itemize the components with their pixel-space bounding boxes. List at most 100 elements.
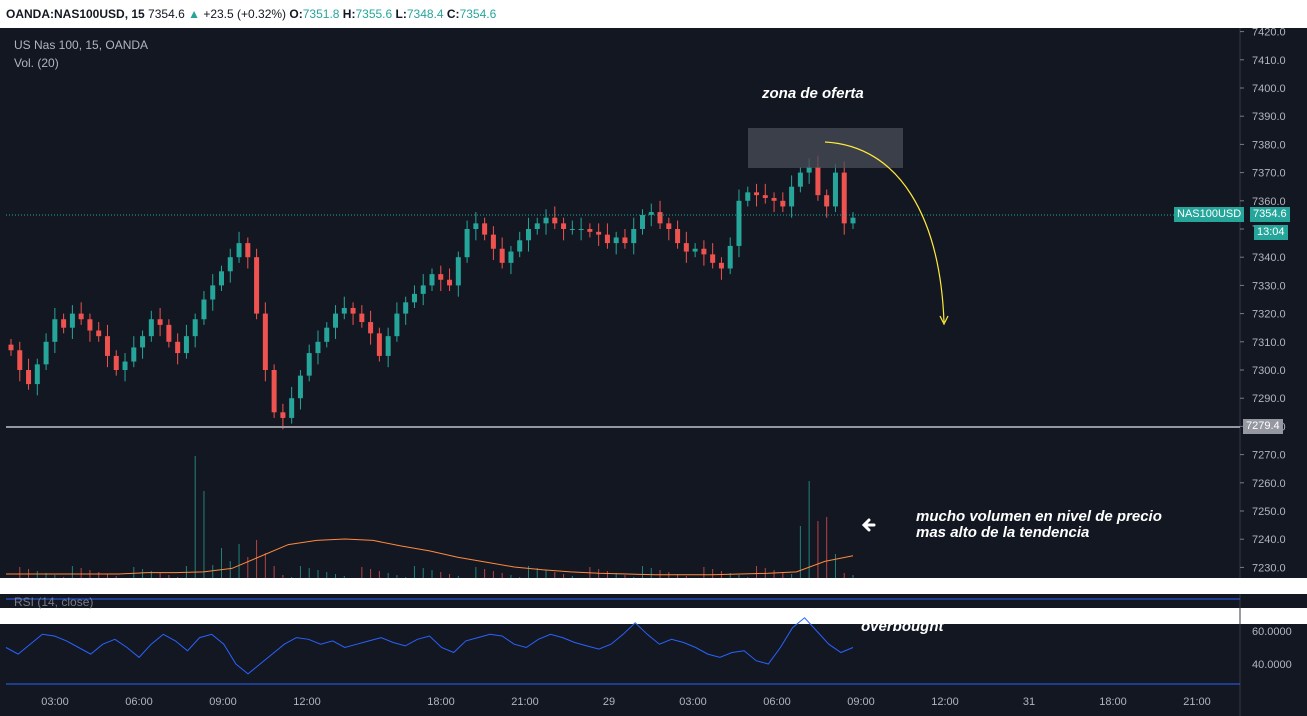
candle-body [8,344,14,351]
time-scale-bg[interactable] [0,690,1307,716]
candle-body [569,229,575,230]
time-tick-label: 29 [603,696,615,708]
chart-title-legend[interactable]: US Nas 100, 15, OANDA [14,38,149,52]
candle-body [420,285,426,294]
time-axis: 03:00 06:00 09:00 12:00 18:00 21:00 29 03:00 06:… [41,696,1211,708]
candle-body [368,322,374,334]
rsi-legend[interactable]: RSI (14, close) [14,595,94,609]
supply-zone-box[interactable] [748,128,903,168]
symbol-price-tag: NAS100USD [1174,207,1245,222]
candle-body [789,186,795,207]
candle-body [604,234,610,244]
volume-legend[interactable]: Vol. (20) [14,56,59,70]
rsi-tick-label: 40.0000 [1252,659,1292,671]
candle-body [447,279,453,286]
candle-body [482,223,488,235]
overbought-label[interactable]: overbought [861,618,944,635]
candle-body [122,361,128,370]
supply-zone-label[interactable]: zona de oferta [762,85,864,102]
yellow-arrow-path[interactable] [824,141,945,323]
volume-bar [536,568,538,586]
price-tick-label: 7420.0 [1252,28,1286,39]
volume-bar [370,569,372,586]
volume-bar [185,566,187,586]
volume-bar [133,567,135,586]
symbol-title[interactable]: OANDA:NAS100USD, 15 [6,7,145,21]
up-triangle-icon: ▲ [188,7,200,21]
volume-bar [712,569,714,586]
time-tick-label: 09:00 [209,696,237,708]
candle-body [578,229,584,230]
close-label: C: [446,7,460,21]
candle-body [683,243,689,252]
low-label: L: [395,7,407,21]
candle-body [745,192,751,201]
low-value: 7348.4 [406,7,444,21]
candle-body [26,370,32,385]
candle-body [780,200,786,207]
candle-body [341,307,347,314]
candle-body [797,172,803,187]
candle-body [841,172,847,224]
volume-bar [703,567,705,586]
candle-body [183,336,189,354]
candle-body [350,307,356,314]
volume-bar [203,491,205,586]
candle-body [543,217,549,224]
candle-body [675,229,681,244]
volume-bar [413,566,415,586]
volume-bar [273,566,275,586]
volume-bar [247,557,249,586]
volume-bar [264,553,266,586]
candle-body [429,274,435,286]
close-value: 7354.6 [459,7,497,21]
arrow-head-icon [939,315,949,326]
candle-body [96,330,102,337]
candle-body [333,313,339,328]
candle-body [438,274,444,280]
candle-body [490,234,496,249]
candle-body [754,192,760,196]
volume-note-line1[interactable]: mucho volumen en nivel de precio [916,508,1162,525]
price-tick-label: 7330.0 [1252,280,1286,292]
volume-note-line2[interactable]: mas alto de la tendencia [916,524,1090,541]
candle-body [552,217,558,224]
candle-body [69,313,75,328]
candle-body [175,341,181,354]
candle-body [525,229,531,241]
candle-body [692,248,698,252]
main-pane-bg [0,28,1240,608]
time-tick-label: 12:00 [293,696,321,708]
price-tick-label: 7410.0 [1252,55,1286,67]
candle-body [596,231,602,235]
volume-bar [142,569,144,586]
candle-body [131,347,137,362]
candle-body [166,324,172,342]
candle-body [508,251,514,263]
candle-body [561,223,567,229]
candle-body [262,313,268,370]
candle-body [315,341,321,354]
price-chart[interactable]: 7420.0 7410.0 7400.0 7390.0 7380.0 7370.0 7360… [0,28,1307,716]
candle-body [534,223,540,229]
rsi-line [5,617,854,675]
high-value: 7355.6 [355,7,393,21]
candle-body [140,336,146,348]
time-tick-label: 21:00 [1183,696,1211,708]
candle-body [61,319,67,328]
price-tick-label: 7230.0 [1252,562,1286,574]
time-tick-label: 03:00 [679,696,707,708]
candles [8,155,856,430]
candle-body [219,271,224,286]
volume-bar [299,566,301,586]
candle-body [271,370,277,413]
volume-bar [642,566,643,586]
price-scale-bg[interactable] [1240,28,1307,608]
pane-separator[interactable] [0,578,1307,594]
volume-bar [28,569,30,586]
time-tick-label: 06:00 [763,696,791,708]
volume-bar [361,567,363,586]
candle-body [148,319,154,337]
price-tick-label: 7370.0 [1252,168,1286,180]
volume-bar [756,566,758,586]
